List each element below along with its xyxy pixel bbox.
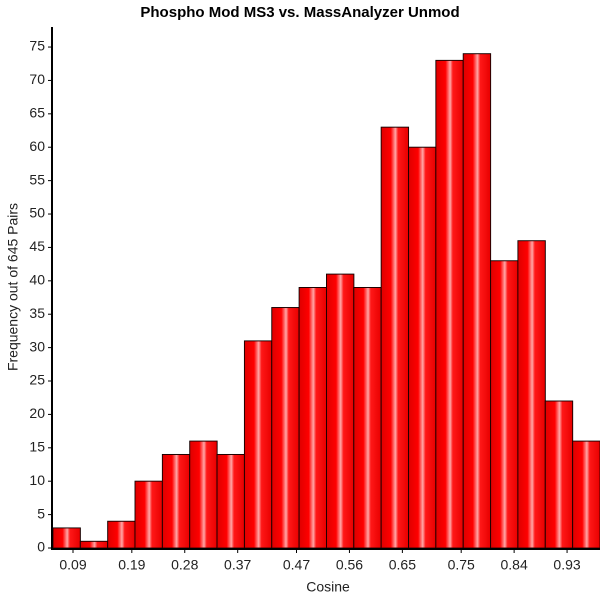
bar [107, 520, 136, 549]
bar-tint [53, 527, 81, 548]
bar-tint [135, 481, 163, 548]
y-tick-label: 55 [29, 171, 45, 187]
bar-tint [217, 454, 245, 548]
bar [326, 273, 355, 549]
y-tick-label: 50 [29, 205, 45, 221]
bar-tint [189, 441, 218, 548]
y-tick-label: 15 [29, 439, 45, 455]
x-axis-label: Cosine [306, 579, 350, 595]
bar-tint [353, 287, 382, 548]
y-tick-label: 65 [29, 105, 45, 121]
bar [298, 287, 327, 549]
x-tick-label: 0.28 [171, 557, 198, 573]
bar [271, 307, 300, 549]
y-tick-label: 20 [29, 405, 45, 421]
bar-tint [435, 60, 464, 549]
x-tick-label: 0.75 [448, 557, 475, 573]
x-tick-label: 0.84 [501, 557, 528, 573]
bar-tint [244, 340, 272, 548]
bar [544, 400, 574, 549]
bar-tint [162, 454, 190, 548]
x-tick-label: 0.37 [224, 557, 251, 573]
bar-tint [490, 260, 518, 548]
bar [572, 440, 600, 549]
y-tick-label: 75 [29, 38, 45, 54]
y-tick-label: 45 [29, 238, 45, 254]
bar-tint [326, 274, 354, 548]
y-axis-label: Frequency out of 645 Pairs [5, 203, 21, 371]
x-tick-label: 0.47 [283, 557, 310, 573]
bar-tint [463, 53, 491, 548]
y-tick-label: 10 [29, 472, 45, 488]
bar-tint [271, 307, 300, 548]
x-tick-label: 0.19 [118, 557, 145, 573]
y-tick-label: 5 [37, 505, 45, 521]
chart-title: Phospho Mod MS3 vs. MassAnalyzer Unmod [140, 4, 459, 21]
y-tick-label: 70 [29, 71, 45, 87]
y-tick-label: 60 [29, 138, 45, 154]
bar-tint [545, 401, 573, 548]
bar-tint [517, 240, 546, 548]
bar-tint [381, 127, 409, 548]
y-tick-label: 35 [29, 305, 45, 321]
bar [462, 53, 492, 549]
bar-tint [80, 541, 108, 548]
bar-tint [408, 147, 436, 548]
bar [408, 146, 437, 549]
y-tick-label: 25 [29, 372, 45, 388]
x-tick-label: 0.56 [336, 557, 363, 573]
bar-tint [107, 521, 136, 548]
bar-tint [572, 441, 600, 548]
y-tick-label: 40 [29, 272, 45, 288]
bar [517, 240, 546, 549]
bar-tint [299, 287, 327, 548]
x-tick-label: 0.09 [59, 557, 86, 573]
bar [353, 287, 382, 549]
y-tick-label: 30 [29, 338, 45, 354]
x-tick-label: 0.65 [389, 557, 416, 573]
x-tick-label: 0.93 [553, 557, 580, 573]
y-tick-label: 0 [37, 539, 45, 555]
